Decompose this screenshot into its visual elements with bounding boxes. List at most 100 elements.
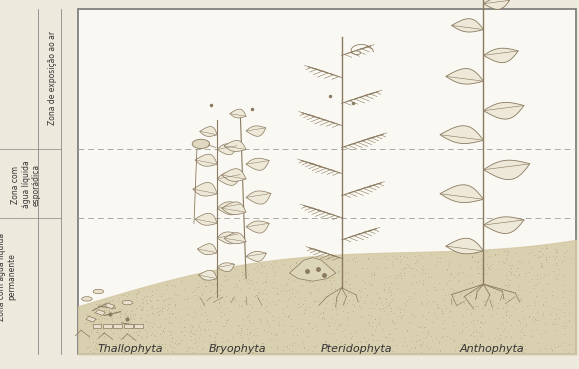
Point [265, 299, 274, 305]
Point [116, 341, 125, 347]
Polygon shape [483, 160, 530, 180]
Point [345, 345, 354, 351]
Point [98, 311, 108, 317]
Point [107, 315, 116, 321]
Point [467, 349, 477, 355]
Point [299, 345, 309, 351]
Point [368, 281, 377, 287]
Point [91, 329, 100, 335]
Point [262, 303, 271, 309]
Point [285, 263, 295, 269]
Point [514, 317, 523, 323]
Point [118, 335, 127, 341]
Point [470, 303, 479, 309]
Point [399, 343, 408, 349]
Point [212, 270, 222, 276]
Point [493, 306, 502, 311]
Point [479, 298, 488, 304]
Point [303, 320, 313, 325]
Point [193, 280, 202, 286]
Bar [105, 303, 115, 309]
Point [162, 296, 171, 301]
Point [469, 333, 478, 339]
Point [313, 327, 322, 332]
Point [551, 247, 560, 253]
Point [415, 277, 424, 283]
Point [475, 330, 484, 335]
Point [537, 262, 546, 268]
Point [181, 304, 190, 310]
Point [206, 270, 215, 276]
Point [380, 275, 390, 280]
Point [174, 340, 184, 346]
Point [205, 279, 214, 284]
Polygon shape [224, 233, 246, 244]
Point [538, 310, 548, 316]
Point [248, 349, 257, 355]
Point [548, 347, 557, 353]
Point [380, 253, 389, 259]
Point [137, 306, 146, 312]
Point [197, 276, 206, 282]
Point [490, 335, 500, 341]
Point [525, 277, 534, 283]
Point [117, 318, 126, 324]
Polygon shape [440, 185, 483, 203]
Point [191, 293, 200, 299]
Point [349, 302, 358, 308]
Point [354, 287, 364, 293]
Point [471, 327, 481, 332]
Point [236, 334, 245, 339]
Point [197, 346, 206, 352]
Bar [96, 310, 105, 315]
Point [332, 337, 341, 343]
Point [363, 256, 372, 262]
Point [301, 294, 310, 300]
Point [324, 293, 333, 299]
Point [324, 290, 333, 296]
Point [208, 294, 218, 300]
Point [256, 318, 265, 324]
Point [530, 316, 540, 322]
Point [442, 280, 452, 286]
Point [444, 272, 453, 278]
Point [269, 263, 278, 269]
Polygon shape [230, 109, 246, 118]
Point [299, 301, 308, 307]
Point [537, 245, 547, 251]
Point [421, 324, 430, 330]
Point [378, 342, 387, 348]
Point [449, 338, 459, 344]
Point [118, 292, 127, 298]
Point [243, 313, 252, 319]
Point [250, 293, 259, 299]
Point [559, 313, 569, 319]
Point [504, 291, 513, 297]
Point [256, 269, 266, 275]
Point [164, 314, 173, 320]
Point [481, 302, 490, 308]
Point [387, 299, 396, 305]
Point [284, 287, 294, 293]
Point [234, 301, 243, 307]
Point [473, 258, 482, 264]
Point [92, 346, 101, 352]
Point [303, 347, 312, 353]
Point [108, 315, 117, 321]
Point [400, 307, 409, 313]
Point [554, 307, 563, 313]
Point [418, 277, 427, 283]
Point [276, 283, 285, 289]
Point [82, 316, 91, 322]
Point [151, 334, 160, 339]
Point [223, 316, 233, 322]
Point [524, 269, 533, 275]
Point [211, 330, 221, 336]
Point [435, 347, 445, 353]
Point [320, 256, 329, 262]
Point [540, 294, 549, 300]
Point [374, 307, 383, 313]
Point [399, 335, 408, 341]
Point [409, 312, 418, 318]
Point [102, 316, 111, 322]
